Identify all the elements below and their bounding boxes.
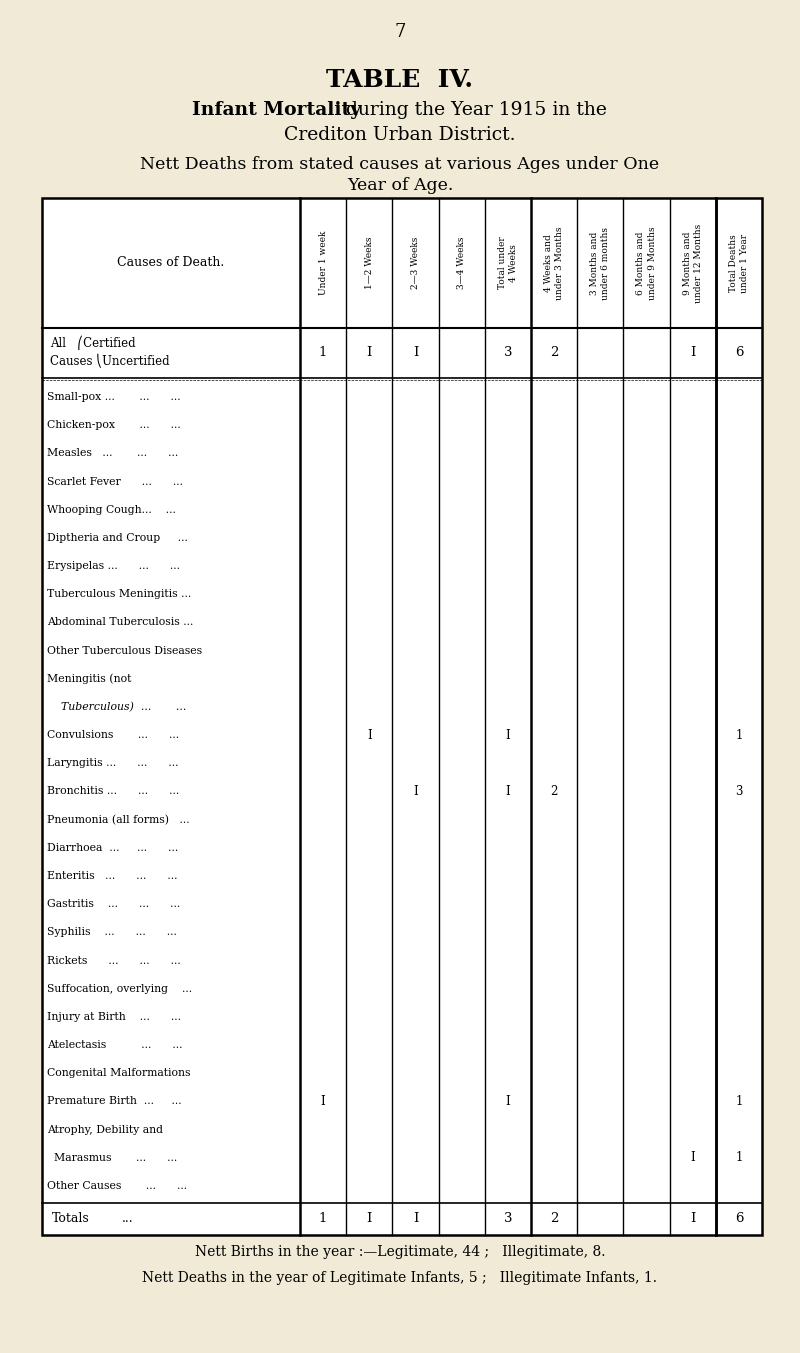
Text: Nett Births in the year :—Legitimate, 44 ;   Illegitimate, 8.: Nett Births in the year :—Legitimate, 44… — [194, 1245, 606, 1260]
Text: 4 Weeks and
under 3 Months: 4 Weeks and under 3 Months — [544, 226, 564, 300]
Text: 1: 1 — [735, 1151, 742, 1164]
Text: 3—4 Weeks: 3—4 Weeks — [458, 237, 466, 290]
Text: Totals: Totals — [52, 1212, 90, 1226]
Text: I: I — [321, 1095, 326, 1108]
Text: Premature Birth  ...     ...: Premature Birth ... ... — [47, 1096, 182, 1107]
Text: 3: 3 — [504, 1212, 512, 1226]
Text: 1: 1 — [735, 1095, 742, 1108]
Text: 6: 6 — [734, 346, 743, 360]
Text: I: I — [413, 346, 418, 360]
Text: Other Causes       ...      ...: Other Causes ... ... — [47, 1181, 187, 1191]
Text: 2: 2 — [550, 1212, 558, 1226]
Text: I: I — [366, 346, 372, 360]
Text: Gastritis    ...      ...      ...: Gastritis ... ... ... — [47, 900, 180, 909]
Text: Total under
4 Weeks: Total under 4 Weeks — [498, 237, 518, 290]
Text: I: I — [413, 1212, 418, 1226]
Text: Convulsions       ...      ...: Convulsions ... ... — [47, 731, 179, 740]
Text: 1: 1 — [735, 729, 742, 741]
Text: Injury at Birth    ...      ...: Injury at Birth ... ... — [47, 1012, 181, 1022]
Text: Pneumonia (all forms)   ...: Pneumonia (all forms) ... — [47, 815, 190, 825]
Text: 2—3 Weeks: 2—3 Weeks — [411, 237, 420, 290]
Text: Year of Age.: Year of Age. — [347, 177, 453, 193]
Text: Erysipelas ...      ...      ...: Erysipelas ... ... ... — [47, 561, 180, 571]
Text: 3 Months and
under 6 months: 3 Months and under 6 months — [590, 226, 610, 299]
Text: I: I — [506, 785, 510, 798]
Text: Diptheria and Croup     ...: Diptheria and Croup ... — [47, 533, 188, 543]
Text: TABLE  IV.: TABLE IV. — [326, 68, 474, 92]
Text: Atelectasis          ...      ...: Atelectasis ... ... — [47, 1040, 182, 1050]
Text: Scarlet Fever      ...      ...: Scarlet Fever ... ... — [47, 476, 183, 487]
Text: 1: 1 — [319, 1212, 327, 1226]
Text: All   ⎛Certified: All ⎛Certified — [50, 336, 136, 350]
Text: Meningitis (not: Meningitis (not — [47, 674, 131, 685]
Text: Causes ⎝Uncertified: Causes ⎝Uncertified — [50, 354, 170, 368]
Text: Other Tuberculous Diseases: Other Tuberculous Diseases — [47, 645, 202, 656]
Text: 2: 2 — [550, 346, 558, 360]
Text: I: I — [690, 1212, 695, 1226]
Text: 3: 3 — [735, 785, 742, 798]
Text: Small-pox ...       ...      ...: Small-pox ... ... ... — [47, 392, 181, 402]
Text: ...: ... — [122, 1212, 134, 1226]
Text: 1: 1 — [319, 346, 327, 360]
Text: Total Deaths
under 1 Year: Total Deaths under 1 Year — [729, 234, 749, 292]
Text: Infant Mortality: Infant Mortality — [192, 101, 362, 119]
Text: 3: 3 — [504, 346, 512, 360]
Text: I: I — [413, 785, 418, 798]
Text: Tuberculous Meningitis ...: Tuberculous Meningitis ... — [47, 590, 191, 599]
Text: I: I — [506, 1095, 510, 1108]
Text: Marasmus       ...      ...: Marasmus ... ... — [47, 1153, 178, 1162]
Text: 9 Months and
under 12 Months: 9 Months and under 12 Months — [682, 223, 702, 303]
Text: Tuberculous)  ...       ...: Tuberculous) ... ... — [47, 702, 186, 712]
Text: Laryngitis ...      ...      ...: Laryngitis ... ... ... — [47, 758, 178, 769]
Text: 2: 2 — [550, 785, 558, 798]
Text: Syphilis    ...      ...      ...: Syphilis ... ... ... — [47, 927, 177, 938]
Text: Atrophy, Debility and: Atrophy, Debility and — [47, 1124, 163, 1135]
Text: Nett Deaths from stated causes at various Ages under One: Nett Deaths from stated causes at variou… — [141, 156, 659, 173]
Text: Under 1 week: Under 1 week — [318, 231, 328, 295]
Text: Bronchitis ...      ...      ...: Bronchitis ... ... ... — [47, 786, 179, 797]
Text: during the Year 1915 in the: during the Year 1915 in the — [340, 101, 607, 119]
Text: I: I — [366, 1212, 372, 1226]
Text: Whooping Cough...    ...: Whooping Cough... ... — [47, 505, 176, 514]
Text: Diarrhoea  ...     ...      ...: Diarrhoea ... ... ... — [47, 843, 178, 852]
Text: I: I — [506, 729, 510, 741]
Text: Suffocation, overlying    ...: Suffocation, overlying ... — [47, 984, 192, 993]
Text: Rickets      ...      ...      ...: Rickets ... ... ... — [47, 955, 181, 966]
Text: Enteritis   ...      ...      ...: Enteritis ... ... ... — [47, 871, 178, 881]
Bar — [42, 198, 762, 1235]
Text: I: I — [690, 346, 695, 360]
Text: Nett Deaths in the year of Legitimate Infants, 5 ;   Illegitimate Infants, 1.: Nett Deaths in the year of Legitimate In… — [142, 1270, 658, 1285]
Text: 6 Months and
under 9 Months: 6 Months and under 9 Months — [637, 226, 657, 300]
Text: I: I — [690, 1151, 695, 1164]
Text: Measles   ...       ...      ...: Measles ... ... ... — [47, 448, 178, 459]
Text: I: I — [367, 729, 372, 741]
Text: Chicken-pox       ...      ...: Chicken-pox ... ... — [47, 421, 181, 430]
Text: 6: 6 — [734, 1212, 743, 1226]
Text: Abdominal Tuberculosis ...: Abdominal Tuberculosis ... — [47, 617, 194, 628]
Text: Causes of Death.: Causes of Death. — [118, 257, 225, 269]
Text: 7: 7 — [394, 23, 406, 41]
Text: Crediton Urban District.: Crediton Urban District. — [284, 126, 516, 143]
Text: 1—2 Weeks: 1—2 Weeks — [365, 237, 374, 290]
Text: Congenital Malformations: Congenital Malformations — [47, 1069, 190, 1078]
